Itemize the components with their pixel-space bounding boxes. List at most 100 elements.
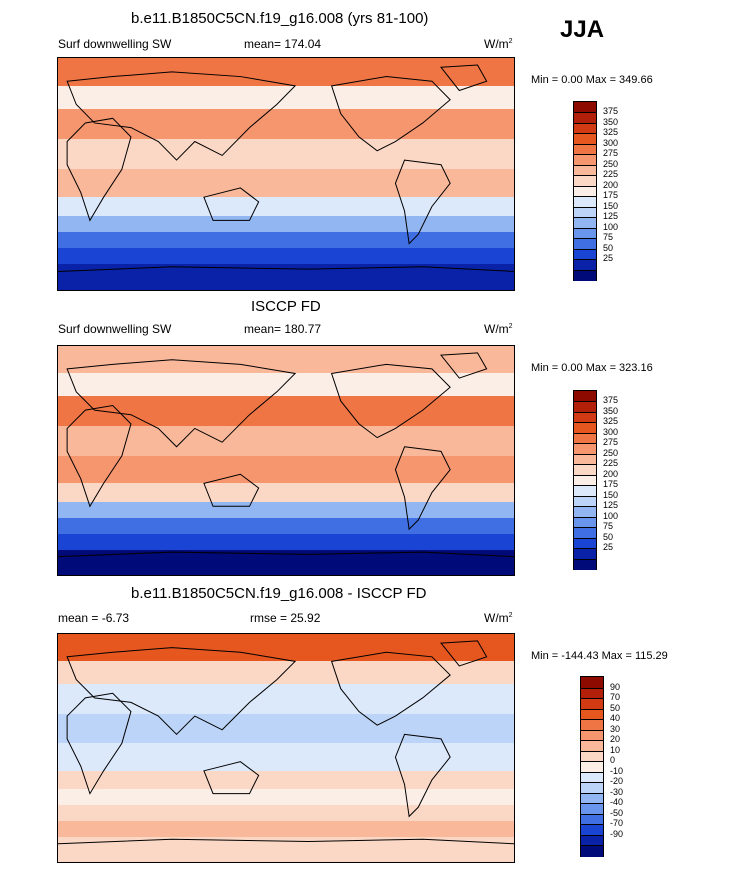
colorbar-swatch (581, 813, 603, 826)
colorbar-tick-label: 350 (603, 405, 619, 416)
panel2-variable-label: Surf downwelling SW (58, 322, 172, 336)
colorbar-tick-label: 175 (603, 479, 619, 490)
colorbar-swatch (581, 740, 603, 752)
colorbar-swatch (574, 206, 596, 219)
map-band (58, 58, 514, 87)
colorbar-swatch (581, 761, 603, 773)
coastline-overlay (58, 346, 514, 575)
map-band (58, 517, 514, 535)
colorbar-tick-label: 125 (603, 211, 619, 222)
colorbar-swatch (574, 453, 596, 466)
colorbar-tick-label: 200 (603, 468, 619, 479)
coastline (67, 693, 131, 793)
map-band (58, 770, 514, 791)
panel1-mean-label: mean= 174.04 (244, 37, 322, 51)
coastline (332, 364, 451, 437)
colorbar-tick-label: 70 (610, 692, 621, 703)
panel2-mean-label: mean= 180.77 (244, 322, 322, 336)
coastline (441, 641, 487, 666)
coastline (67, 118, 131, 220)
map-band (58, 139, 514, 171)
map-band (58, 713, 514, 745)
colorbar-tick-label: 300 (603, 426, 619, 437)
colorbar-tick-label: 0 (610, 755, 616, 766)
colorbar-tick-label: 225 (603, 169, 619, 180)
colorbar-tick-label: 375 (603, 106, 619, 117)
colorbar-tick-label: 20 (610, 734, 621, 745)
panel2-units: W/m2 (484, 322, 513, 336)
colorbar-swatch (574, 164, 596, 177)
colorbar-swatch (574, 227, 596, 240)
panel1-min-max: Min = 0.00 Max = 349.66 (531, 74, 653, 86)
colorbar-swatch (574, 185, 596, 198)
panel3-map (57, 633, 515, 863)
map-band (58, 820, 514, 838)
colorbar-tick-label: 250 (603, 447, 619, 458)
colorbar-swatch (574, 464, 596, 476)
colorbar-swatch (574, 411, 596, 424)
panel2-title: ISCCP FD (251, 298, 321, 315)
colorbar-tick-label: -90 (610, 828, 624, 839)
map-band (58, 426, 514, 457)
colorbar-tick-label: 25 (603, 542, 614, 553)
coastline (441, 65, 487, 91)
colorbar-swatch (581, 771, 603, 784)
panel3-rmse-label: rmse = 25.92 (250, 611, 321, 625)
coastline (58, 267, 514, 272)
colorbar-tick-label: 90 (610, 681, 621, 692)
map-band (58, 684, 514, 715)
coastline (204, 188, 259, 220)
colorbar-swatch (581, 687, 603, 700)
panel2-colorbar (573, 390, 597, 570)
colorbar-swatch (574, 401, 596, 413)
map-band (58, 483, 514, 503)
coastline (58, 552, 514, 557)
colorbar-tick-label: 100 (603, 221, 619, 232)
colorbar-swatch (574, 558, 596, 570)
colorbar-tick-label: 275 (603, 437, 619, 448)
colorbar-swatch (574, 443, 596, 455)
map-band (58, 346, 514, 375)
colorbar-tick-label: 325 (603, 416, 619, 427)
panel1-units: W/m2 (484, 37, 513, 51)
colorbar-swatch (574, 238, 596, 250)
map-band (58, 743, 514, 772)
colorbar-swatch (581, 719, 603, 731)
colorbar-swatch (574, 248, 596, 261)
colorbar-tick-label: -70 (610, 818, 624, 829)
colorbar-tick-label: 325 (603, 127, 619, 138)
colorbar-tick-label: -40 (610, 797, 624, 808)
colorbar-swatch (574, 112, 596, 124)
coastline (395, 447, 450, 529)
panel3-min-max: Min = -144.43 Max = 115.29 (531, 650, 668, 662)
map-band (58, 661, 514, 686)
colorbar-swatch (574, 474, 596, 487)
colorbar-tick-label: -30 (610, 786, 624, 797)
coastline (332, 77, 451, 151)
map-band (58, 169, 514, 199)
colorbar-tick-label: 200 (603, 179, 619, 190)
season-label: JJA (560, 16, 605, 43)
map-band (58, 634, 514, 663)
colorbar-tick-label: 375 (603, 395, 619, 406)
colorbar-tick-label: 100 (603, 510, 619, 521)
colorbar-swatch (574, 259, 596, 271)
map-band (58, 215, 514, 233)
colorbar-tick-label: -20 (610, 776, 624, 787)
panel3-colorbar (580, 676, 604, 857)
colorbar-tick-label: 75 (603, 232, 614, 243)
colorbar-tick-label: 40 (610, 713, 621, 724)
colorbar-tick-label: 150 (603, 489, 619, 500)
colorbar-swatch (574, 143, 596, 156)
coastline (67, 648, 295, 735)
coastline (204, 762, 259, 794)
colorbar-tick-label: 350 (603, 116, 619, 127)
colorbar-swatch (574, 217, 596, 229)
colorbar-tick-label: 175 (603, 190, 619, 201)
colorbar-swatch (574, 269, 596, 281)
colorbar-swatch (581, 729, 603, 742)
colorbar-swatch (581, 845, 603, 857)
colorbar-swatch (574, 548, 596, 560)
coastline (58, 839, 514, 844)
colorbar-swatch (574, 154, 596, 166)
